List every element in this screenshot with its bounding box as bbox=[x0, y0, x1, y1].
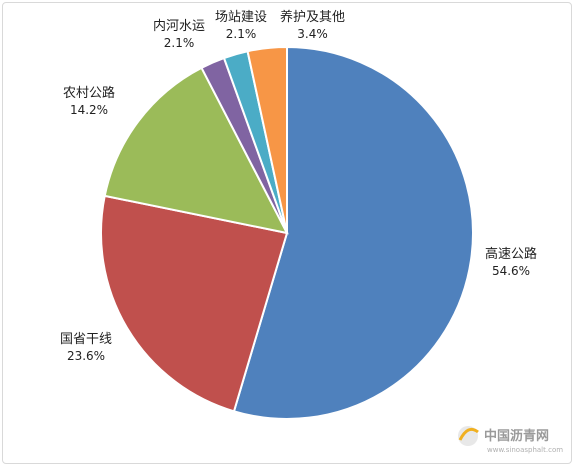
slice-label-1: 高速公路 bbox=[485, 246, 537, 262]
pie-slice-6 bbox=[246, 45, 288, 234]
slice-value-2: 23.6% bbox=[67, 349, 105, 363]
slice-label-5: 场站建设 bbox=[215, 10, 267, 25]
watermark-url: www.sinoasphalt.com bbox=[487, 446, 563, 454]
slice-label-2: 国省干线 bbox=[60, 332, 112, 347]
slice-value-3: 14.2% bbox=[70, 103, 108, 117]
slice-label-6: 养护及其他 bbox=[280, 9, 345, 25]
slice-label-4: 内河水运 bbox=[153, 18, 205, 34]
pie-slice-1 bbox=[232, 45, 474, 420]
pie-slice-2 bbox=[100, 194, 289, 413]
slice-label-3: 农村公路 bbox=[63, 85, 115, 101]
slice-value-1: 54.6% bbox=[492, 264, 530, 278]
pie-slice-3 bbox=[103, 66, 289, 235]
watermark: 中国沥青网 www.sinoasphalt.com bbox=[458, 426, 563, 454]
slice-value-6: 3.4% bbox=[297, 27, 328, 41]
slice-value-4: 2.1% bbox=[164, 36, 195, 50]
slice-value-5: 2.1% bbox=[226, 27, 257, 41]
watermark-name: 中国沥青网 bbox=[484, 428, 549, 444]
